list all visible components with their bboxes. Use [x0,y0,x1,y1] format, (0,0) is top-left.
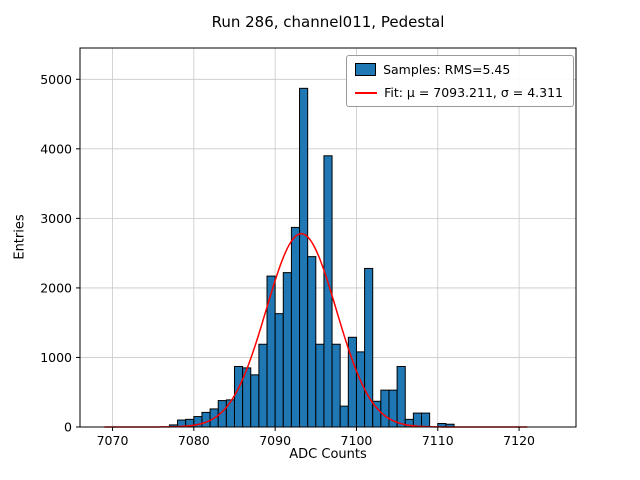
histogram-bar [290,226,301,428]
x-tick-label: 7110 [422,433,454,448]
legend-item-fit: Fit: μ = 7093.211, σ = 4.311 [355,85,563,100]
y-tick-label: 0 [64,420,72,435]
tick-labels: 7070 7080 7090 7100 7110 7120 0 1000 2000 3000 400… [40,72,535,448]
histogram-bar [421,412,431,428]
y-tick-label: 1000 [40,350,72,365]
histogram-bar [364,267,374,428]
chart-title: Run 286, channel011, Pedestal [211,13,445,31]
x-tick-label: 7080 [178,433,210,448]
histogram-bar [307,256,317,428]
histogram-bar [331,343,341,428]
histogram-bar [258,343,268,428]
histogram-bars [168,87,455,428]
histogram-bar [201,411,211,428]
histogram-bar [412,412,423,428]
legend-label-fit: Fit: μ = 7093.211, σ = 4.311 [384,85,563,100]
y-axis-label: Entries [12,214,28,260]
histogram-bar [274,313,284,428]
histogram-bar [250,374,260,428]
histogram-bar [315,343,325,428]
histogram-bar [339,405,349,428]
histogram-bar [396,365,406,428]
y-tick-label: 2000 [40,280,72,295]
y-tick-label: 4000 [40,141,72,156]
x-tick-label: 7120 [503,433,535,448]
legend-label-samples: Samples: RMS=5.45 [383,62,511,77]
histogram-bar [282,272,292,428]
x-tick-label: 7070 [97,433,129,448]
histogram-bar [225,399,235,428]
histogram-bar [355,351,366,428]
y-tick-label: 5000 [40,72,72,87]
legend: Samples: RMS=5.45 Fit: μ = 7093.211, σ =… [346,55,574,107]
x-tick-label: 7100 [341,433,373,448]
histogram-bar [380,389,390,428]
histogram-swatch [355,63,377,76]
fit-line-swatch [355,91,378,94]
y-tick-label: 3000 [40,211,72,226]
x-tick-label: 7090 [259,433,291,448]
histogram-bar [299,87,309,428]
histogram-bar [233,365,244,428]
histogram-bar [266,275,276,428]
x-axis-label: ADC Counts [289,447,367,462]
axes-spines [79,47,577,428]
legend-item-samples: Samples: RMS=5.45 [355,62,563,77]
